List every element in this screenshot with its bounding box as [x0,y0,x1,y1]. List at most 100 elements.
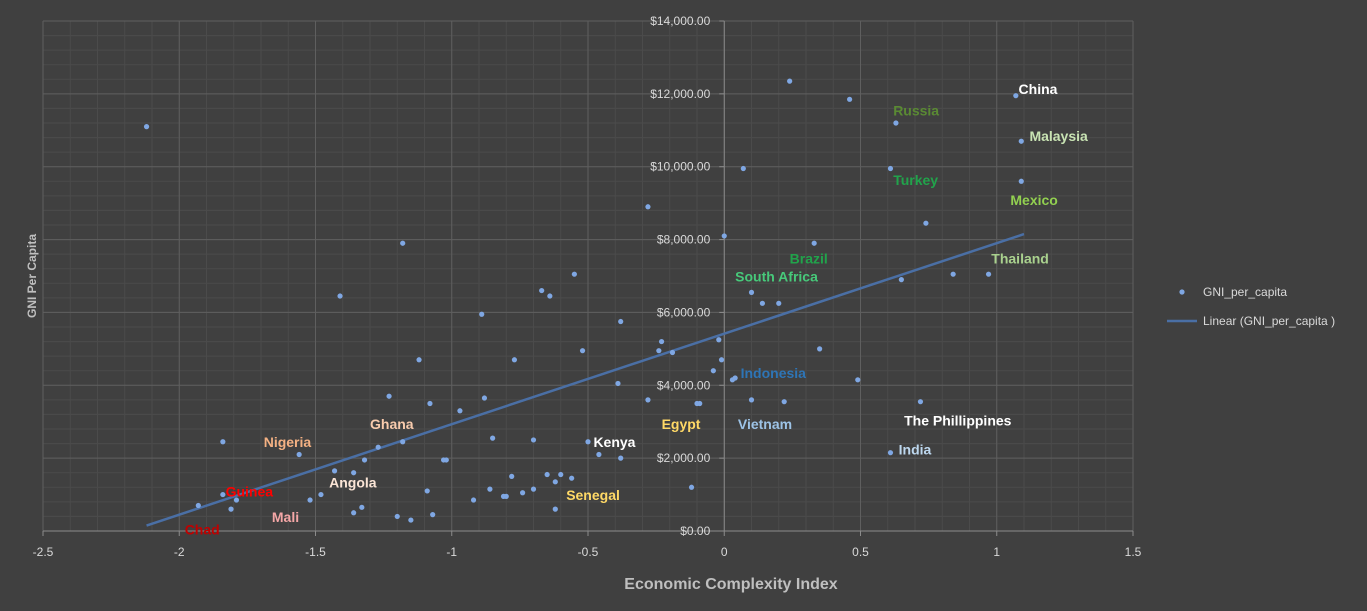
data-point [585,439,591,445]
data-point [408,517,414,523]
x-tick-label: -1.5 [305,545,326,559]
data-point [487,486,493,492]
data-point [887,165,894,172]
data-point [787,78,793,84]
data-point [233,497,240,503]
data-point [394,513,400,520]
country-label: Thailand [991,250,1049,266]
y-axis-title: GNI Per Capita [25,234,39,318]
x-axis-title: Economic Complexity Index [624,576,837,593]
data-point [520,490,526,496]
country-label: China [1019,81,1058,97]
data-point [618,455,624,461]
data-point [424,488,430,494]
data-point [479,311,485,317]
y-tick-label: $12,000.00 [650,87,710,101]
country-label: Egypt [662,416,701,432]
data-point [817,346,823,352]
data-point [547,293,553,299]
data-point [645,204,651,210]
data-point [656,348,662,354]
point-layer [143,78,1024,523]
data-point [351,470,357,476]
data-point [811,240,817,246]
data-point [781,399,787,405]
data-point [855,377,861,383]
x-tick-label: 0 [721,545,728,559]
data-point [748,289,755,295]
legend-marker-points [1179,289,1185,295]
x-tick-label: 1 [993,545,1000,559]
data-point [220,439,226,445]
data-point [552,479,558,485]
data-point [596,451,602,458]
x-tick-label: -2 [174,545,185,559]
data-point [571,271,577,277]
data-point [718,357,725,363]
data-point [669,349,676,356]
y-tick-label: $0.00 [680,524,710,538]
y-tick-label: $8,000.00 [657,233,711,247]
country-label: Mali [272,509,299,525]
country-label: Kenya [593,434,635,450]
data-point [359,504,365,510]
data-point [318,491,324,498]
data-point [898,277,904,283]
country-label: Nigeria [264,434,312,450]
data-point [721,233,727,239]
y-tick-label: $10,000.00 [650,160,710,174]
data-point [697,400,703,407]
data-point [748,397,755,403]
legend-label-trendline: Linear (GNI_per_capita ) [1203,314,1335,328]
country-label: Turkey [893,172,938,188]
data-point [759,300,766,306]
data-point [688,484,695,490]
x-tick-label: -1 [446,545,457,559]
grid-layer [42,20,1134,532]
legend: GNI_per_capita Linear (GNI_per_capita ) [1167,285,1335,328]
data-point [375,444,381,450]
data-point [893,120,899,126]
country-label: Malaysia [1029,128,1088,144]
data-point [296,451,302,458]
data-point [331,468,338,474]
data-point [509,473,515,479]
data-point [220,491,226,498]
country-label: Angola [329,474,377,490]
x-tick-label: -0.5 [578,545,599,559]
data-point [985,271,992,277]
x-tick-label: -2.5 [33,545,54,559]
data-point [847,96,853,102]
data-point [710,368,716,374]
data-point [427,400,433,407]
country-label: Russia [893,103,939,119]
trendline [146,232,1025,527]
y-tick-label: $4,000.00 [657,378,711,392]
country-label: India [899,442,932,458]
data-point [887,450,894,456]
data-point [923,220,929,226]
data-point [539,287,545,294]
data-point [716,337,722,343]
data-point [143,124,150,130]
country-label: Vietnam [738,416,792,432]
data-point [1018,178,1024,184]
x-tick-label: 0.5 [852,545,869,559]
data-point [1013,93,1019,99]
country-label: Brazil [790,250,828,266]
data-point [530,486,537,492]
data-point [337,293,343,299]
country-label: Indonesia [741,365,807,381]
data-point [579,348,586,354]
data-point [615,380,621,387]
data-point [917,399,924,405]
data-point [228,506,234,512]
data-point [950,271,956,277]
legend-label-points: GNI_per_capita [1203,285,1287,299]
data-point [430,512,436,518]
data-point [511,357,518,363]
data-point [776,300,782,306]
trendline-layer [146,232,1025,527]
